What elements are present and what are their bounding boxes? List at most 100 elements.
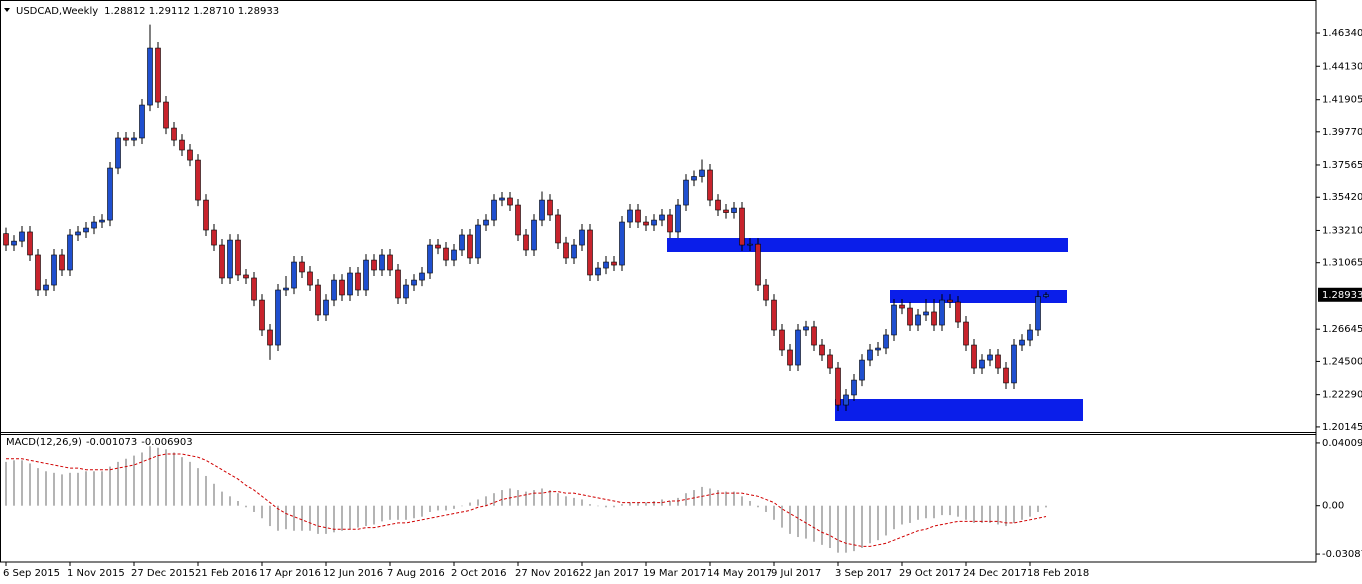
candle-body xyxy=(1003,367,1009,384)
macd-bar xyxy=(461,505,463,507)
macd-bar xyxy=(253,505,255,512)
macd-bar xyxy=(581,499,583,506)
candle-body xyxy=(963,321,969,346)
candle-body xyxy=(11,240,17,246)
macd-bar xyxy=(525,491,527,506)
macd-bar xyxy=(949,505,951,516)
x-tick-label: 1 Nov 2015 xyxy=(67,568,125,579)
candle-body xyxy=(907,307,913,326)
candle-body xyxy=(155,47,161,103)
macd-bar xyxy=(709,488,711,506)
macd-bar xyxy=(325,505,327,534)
y-tick-label: 1.20145 xyxy=(1322,422,1362,433)
candle-body xyxy=(403,284,409,299)
macd-bar xyxy=(229,496,231,506)
macd-bar xyxy=(429,505,431,512)
candle-body xyxy=(1035,296,1041,331)
macd-bar xyxy=(725,491,727,506)
macd-bar xyxy=(981,505,983,523)
x-tick-label: 29 Oct 2017 xyxy=(899,568,961,579)
macd-bar xyxy=(157,447,159,506)
macd-bar xyxy=(845,505,847,553)
macd-bar xyxy=(237,501,239,506)
candle-body xyxy=(275,289,281,346)
candle-body xyxy=(691,176,697,181)
macd-bar xyxy=(69,472,71,506)
macd-bar xyxy=(149,446,151,506)
macd-bar xyxy=(805,505,807,539)
price-tag xyxy=(1318,287,1362,302)
candle-body xyxy=(627,209,633,223)
signal-value: -0.006903 xyxy=(141,437,192,448)
y-tick-label: 0.040094 xyxy=(1322,438,1362,449)
macd-bar xyxy=(933,505,935,519)
candle-body xyxy=(643,221,649,226)
candle-body xyxy=(915,314,921,326)
macd-bar xyxy=(813,505,815,542)
candle-body xyxy=(587,229,593,276)
macd-bar xyxy=(557,493,559,506)
candle-body xyxy=(203,199,209,231)
candle-body xyxy=(899,304,905,309)
macd-bar xyxy=(669,501,671,506)
candle-body xyxy=(19,231,25,242)
macd-bar xyxy=(941,505,943,516)
candle-body xyxy=(27,231,33,256)
candle-body xyxy=(51,254,57,286)
macd-bar xyxy=(493,493,495,506)
macd-bar xyxy=(5,461,7,506)
menu-triangle xyxy=(4,8,10,12)
candle-body xyxy=(875,347,881,351)
y-tick-label: 1.24500 xyxy=(1322,356,1362,367)
candle-body xyxy=(339,279,345,296)
macd-bar xyxy=(589,504,591,506)
y-tick-label: 1.46340 xyxy=(1322,28,1362,39)
macd-title: MACD(12,26,9) xyxy=(6,437,82,448)
candle-body xyxy=(851,379,857,396)
y-tick-label: 1.37565 xyxy=(1322,160,1362,171)
macd-bar xyxy=(285,505,287,530)
macd-bar xyxy=(117,461,119,506)
y-tick-label: 1.39770 xyxy=(1322,127,1362,138)
candle-body xyxy=(579,229,585,246)
candle-body xyxy=(555,214,561,244)
candle-body xyxy=(539,199,545,221)
macd-bar xyxy=(661,499,663,506)
candle-body xyxy=(427,244,433,274)
candle-body xyxy=(619,221,625,266)
candle-body xyxy=(1027,329,1033,341)
candle-body xyxy=(475,224,481,259)
candle-body xyxy=(163,101,169,129)
macd-bar xyxy=(773,505,775,520)
macd-bar xyxy=(181,457,183,506)
candle-body xyxy=(523,234,529,251)
candle-body xyxy=(411,279,417,286)
macd-bar xyxy=(13,460,15,506)
candle-body xyxy=(723,209,729,213)
candle-body xyxy=(219,244,225,279)
macd-bar xyxy=(509,488,511,506)
macd-bar xyxy=(597,505,599,507)
candle-body xyxy=(507,197,513,206)
macd-bar xyxy=(733,491,735,506)
candle-body xyxy=(731,207,737,213)
macd-bar xyxy=(53,472,55,506)
macd-bar xyxy=(317,505,319,534)
macd-bar xyxy=(477,499,479,506)
macd-bar xyxy=(757,505,759,508)
macd-bar xyxy=(797,505,799,538)
macd-bar xyxy=(277,505,279,531)
macd-bar xyxy=(333,505,335,533)
x-tick-label: 24 Dec 2017 xyxy=(963,568,1027,579)
resistance-zone xyxy=(667,238,1068,252)
candle-body xyxy=(251,277,257,301)
candle-body xyxy=(859,359,865,381)
candle-body xyxy=(267,329,273,346)
macd-bar xyxy=(637,502,639,506)
candle-body xyxy=(923,311,929,316)
macd-bar xyxy=(781,505,783,528)
candle-body xyxy=(635,209,641,223)
candle-body xyxy=(171,127,177,141)
candle-body xyxy=(435,244,441,249)
